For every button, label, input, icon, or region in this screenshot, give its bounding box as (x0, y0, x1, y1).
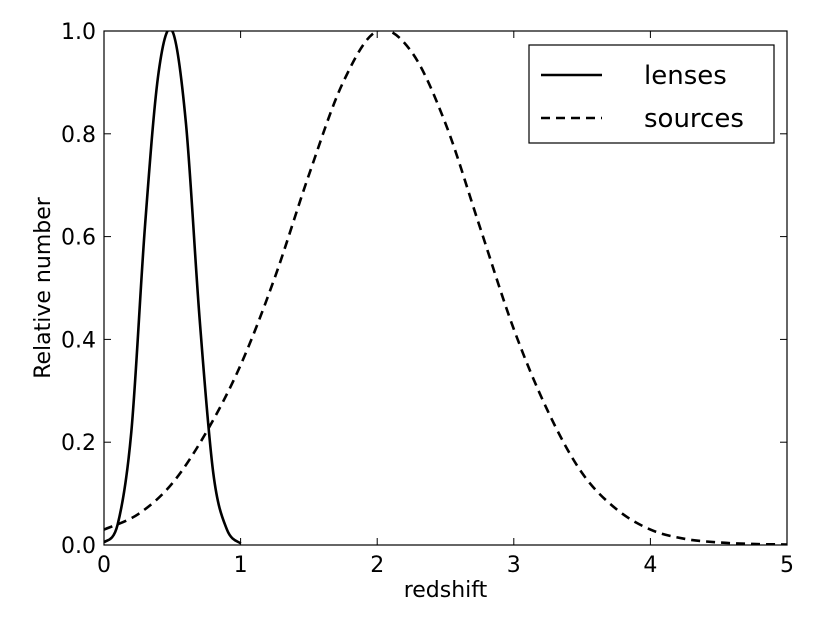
legend-label-sources: sources (644, 104, 744, 134)
plot-area (104, 31, 787, 545)
series-line-sources (104, 31, 787, 545)
x-axis-label: redshift (404, 578, 488, 603)
y-tick-label: 0.6 (61, 226, 96, 251)
x-tick-label: 3 (507, 553, 521, 578)
series-group (104, 31, 787, 545)
legend-box (528, 44, 775, 144)
x-tick-label: 1 (234, 553, 248, 578)
y-tick-label: 0.2 (61, 431, 96, 456)
series-line-lenses (104, 31, 242, 545)
y-tick-label: 0.8 (61, 123, 96, 148)
x-tick-label: 0 (97, 553, 111, 578)
x-tick-label: 2 (370, 553, 384, 578)
x-tick-label: 4 (643, 553, 657, 578)
y-tick-label: 1.0 (61, 20, 96, 45)
y-axis-label: Relative number (31, 196, 56, 379)
legend: lenses sources (528, 44, 775, 144)
x-tick-label: 5 (780, 553, 794, 578)
y-tick-label: 0.0 (61, 534, 96, 559)
axes: 0 1 2 3 4 5 0.0 0.2 0.4 0.6 0.8 1.0 (61, 20, 794, 578)
plot-frame (103, 30, 788, 546)
y-tick-label: 0.4 (61, 328, 96, 353)
legend-label-lenses: lenses (644, 61, 727, 91)
